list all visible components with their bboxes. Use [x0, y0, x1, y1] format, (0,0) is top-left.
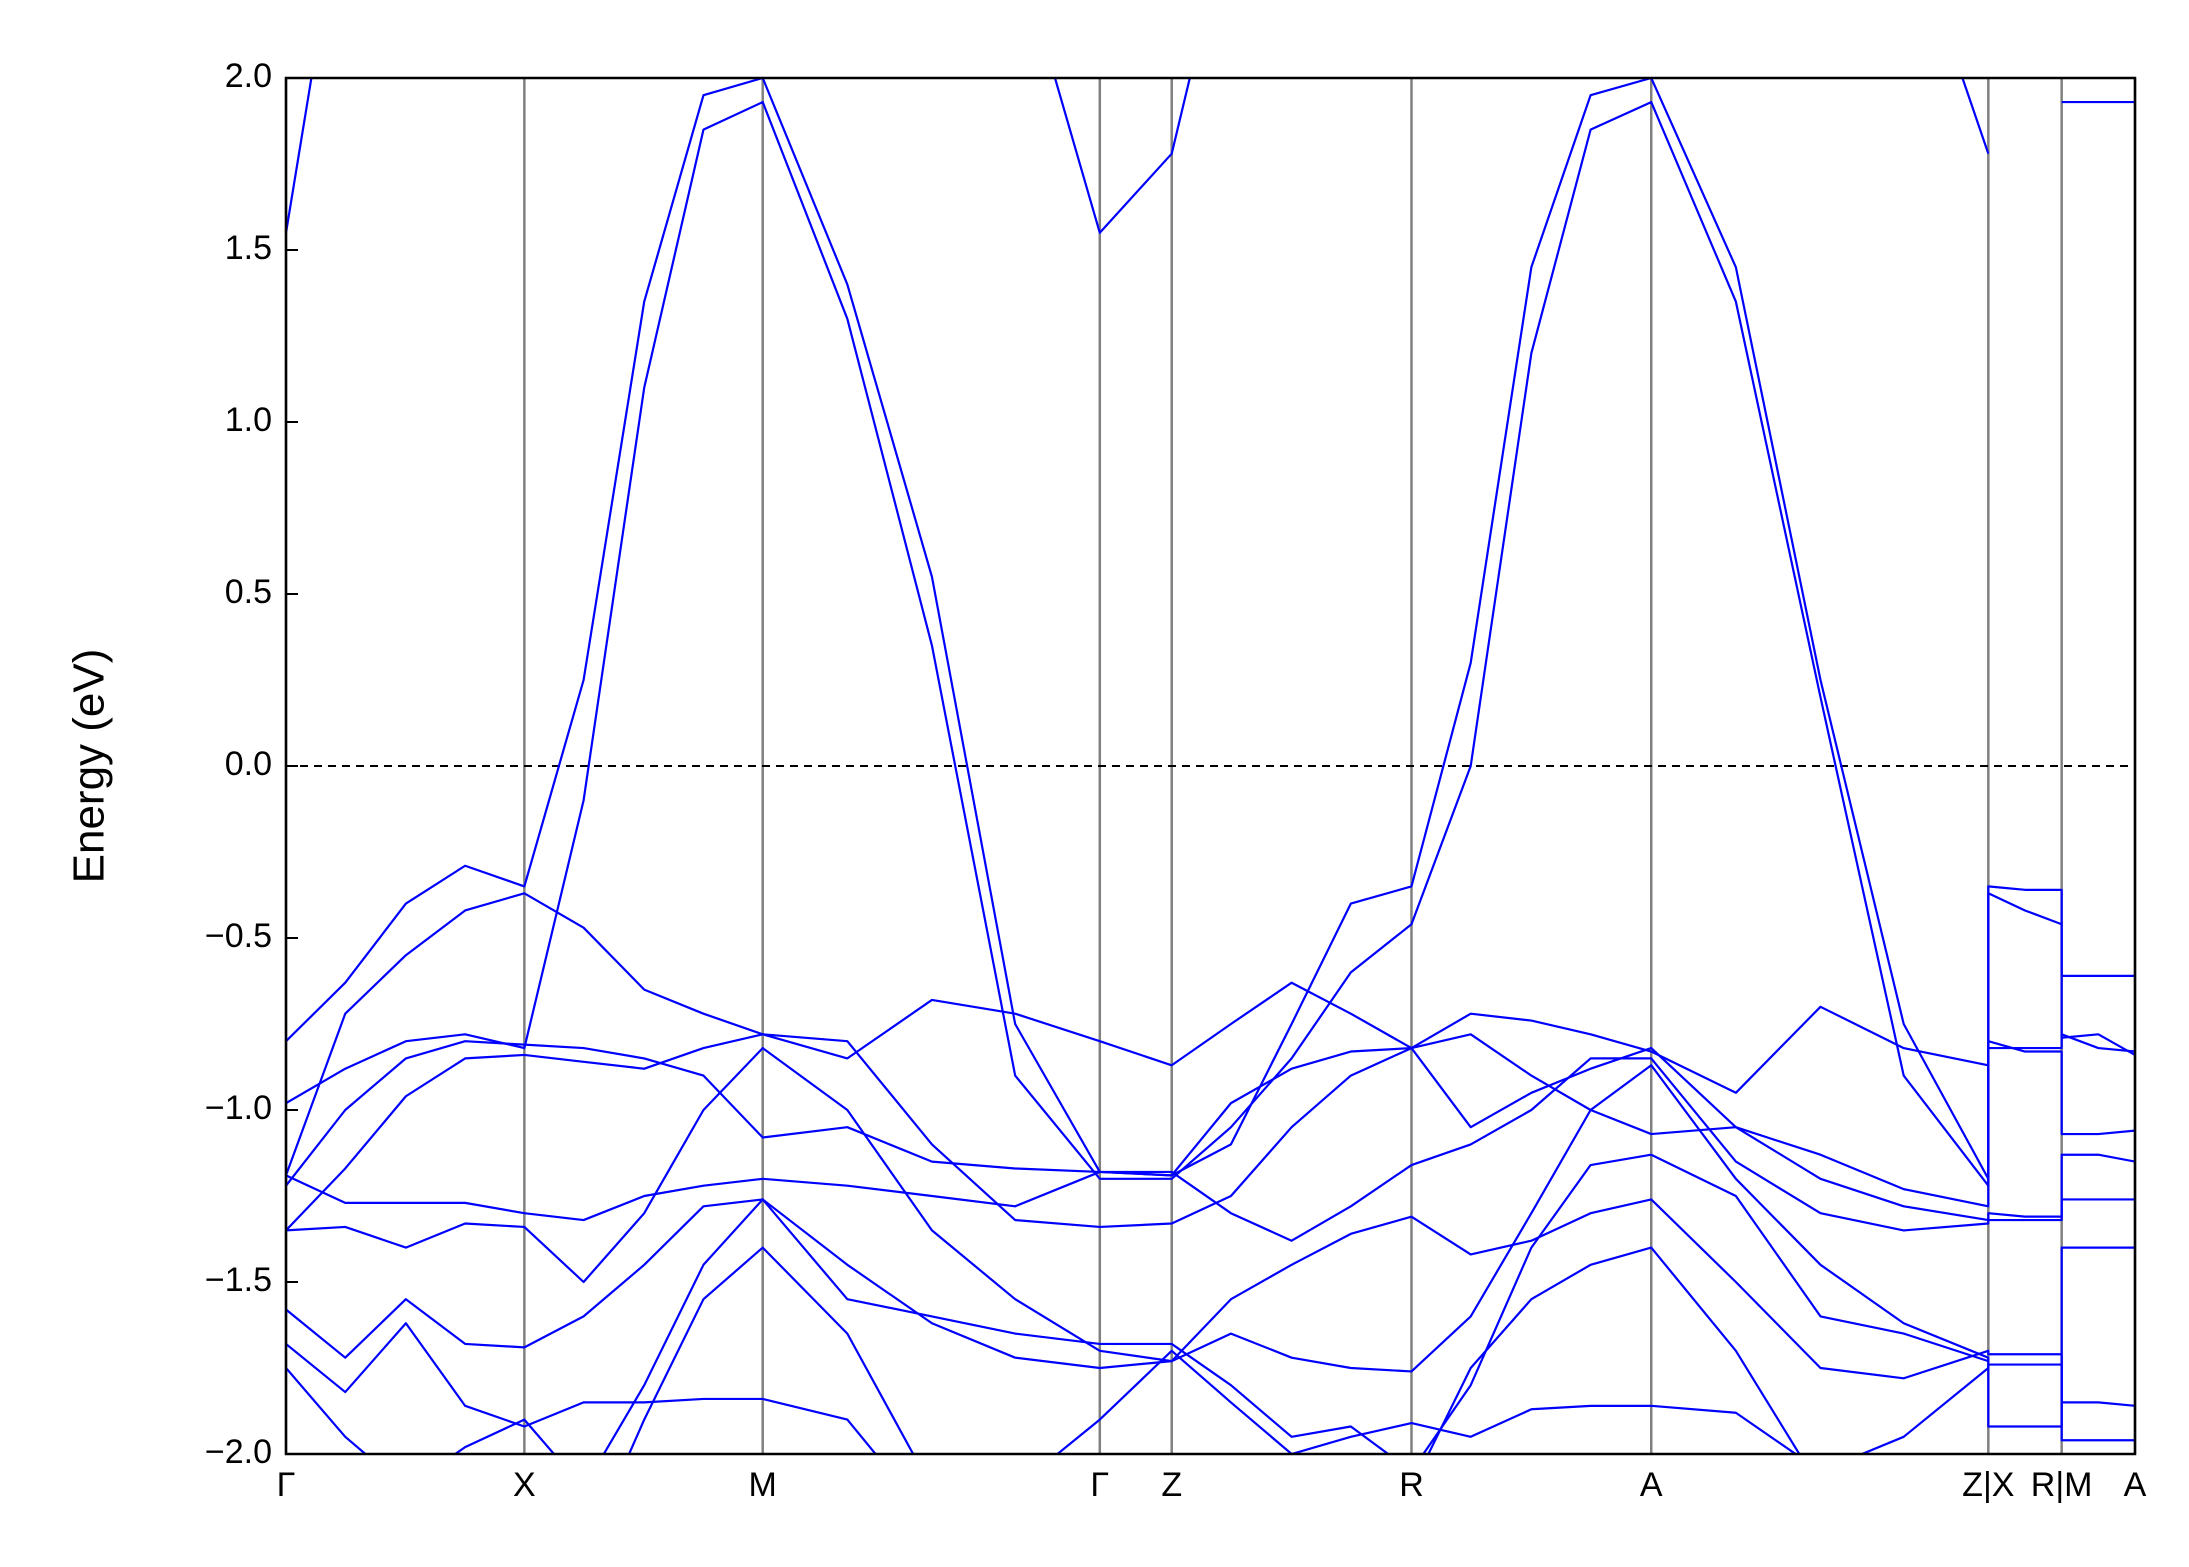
x-tick-label: Z|X [1962, 1466, 2014, 1504]
band-line [286, 1033, 2135, 1208]
x-tick-label: X [513, 1466, 536, 1504]
x-tick-label: A [2124, 1466, 2147, 1504]
x-tick-label: Γ [1090, 1466, 1109, 1504]
band-line [286, 1033, 2135, 1232]
band-line [286, 892, 2135, 1176]
bands [286, 78, 2135, 1454]
x-tick-label: M [749, 1466, 777, 1504]
x-tick-label: Γ [277, 1466, 296, 1504]
band-line [286, 1057, 2135, 1242]
y-axis-label: Energy (eV) [65, 649, 114, 884]
y-tick-label: 1.5 [225, 229, 272, 267]
x-tick-label: R [1399, 1466, 1424, 1504]
band-line [286, 1153, 1989, 1454]
band-line [286, 1046, 2135, 1428]
y-tick-label: −1.5 [205, 1261, 272, 1299]
band-line [627, 1246, 1801, 1454]
y-tick-label: 2.0 [225, 57, 272, 95]
y-tick-label: −0.5 [205, 917, 272, 955]
y-tick-label: 0.5 [225, 573, 272, 611]
y-tick-label: −2.0 [205, 1433, 272, 1471]
x-tick-label: Z [1161, 1466, 1182, 1504]
band-line [286, 1322, 2135, 1454]
x-tick-label: A [1640, 1466, 1663, 1504]
band-line [286, 100, 2135, 1187]
y-tick-label: 0.0 [225, 745, 272, 783]
y-tick-label: 1.0 [225, 401, 272, 439]
plot-frame [284, 76, 2137, 1456]
y-tick-label: −1.0 [205, 1089, 272, 1127]
band-line [286, 1198, 2135, 1407]
band-line [286, 78, 2135, 234]
x-tick-label: R|M [2031, 1466, 2093, 1504]
band-line [286, 78, 2135, 1180]
